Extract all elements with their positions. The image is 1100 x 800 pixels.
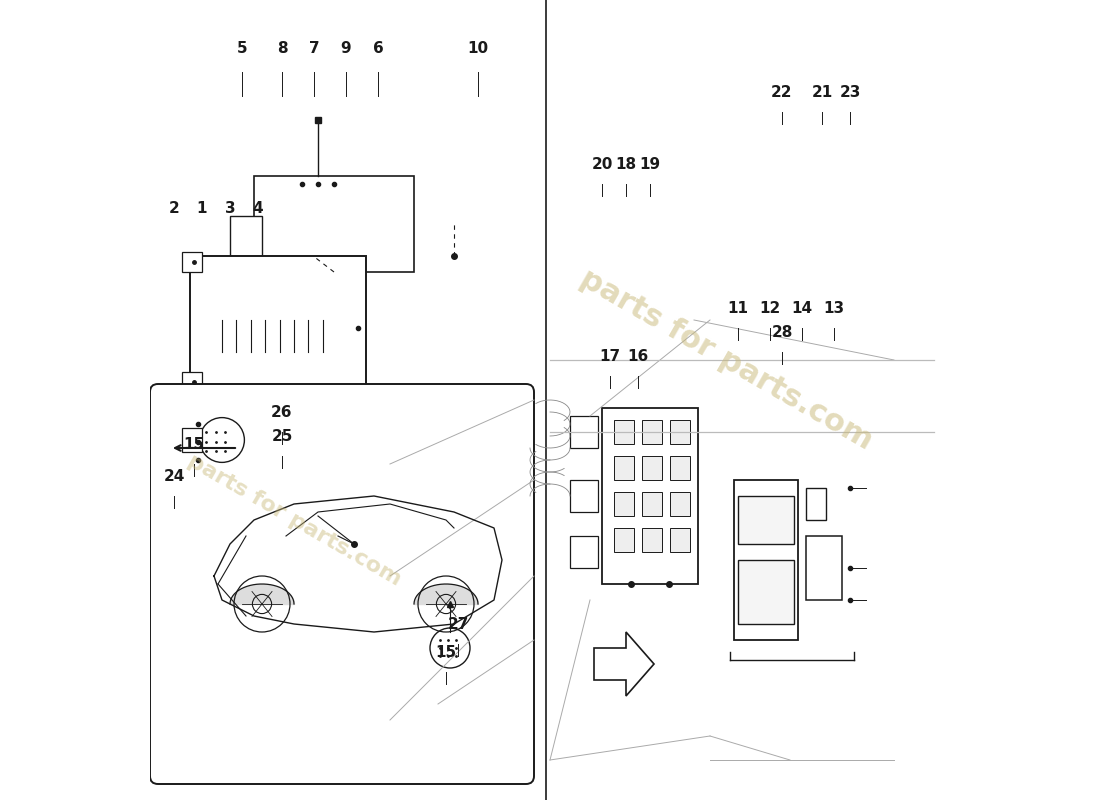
Text: 28: 28 — [771, 325, 793, 340]
Bar — [182, 428, 202, 452]
Polygon shape — [170, 416, 230, 480]
Text: 25: 25 — [272, 429, 293, 444]
Text: 23: 23 — [839, 85, 860, 100]
Text: 13: 13 — [824, 301, 845, 316]
Text: 24: 24 — [163, 469, 185, 484]
Text: 26: 26 — [272, 405, 293, 420]
Polygon shape — [594, 632, 654, 696]
Bar — [614, 528, 634, 552]
Bar — [806, 488, 826, 520]
Bar — [738, 560, 794, 624]
Text: 14: 14 — [791, 301, 813, 316]
Bar — [614, 456, 634, 480]
Text: 10: 10 — [468, 41, 488, 56]
Bar — [642, 528, 662, 552]
Text: parts for parts.com: parts for parts.com — [184, 450, 405, 590]
Text: 27: 27 — [448, 617, 469, 632]
Text: 20: 20 — [592, 157, 613, 172]
Text: 21: 21 — [812, 85, 833, 100]
Bar — [806, 536, 842, 600]
Bar — [182, 372, 202, 392]
FancyBboxPatch shape — [150, 384, 534, 784]
Text: 4: 4 — [253, 201, 263, 216]
Text: 6: 6 — [373, 41, 384, 56]
Text: 3: 3 — [224, 201, 235, 216]
Text: 17: 17 — [600, 349, 620, 364]
Text: 8: 8 — [277, 41, 287, 56]
Text: 18: 18 — [615, 157, 637, 172]
Bar — [614, 420, 634, 444]
Bar — [602, 408, 698, 584]
Bar — [570, 480, 598, 512]
Bar — [614, 492, 634, 516]
Text: 15: 15 — [436, 645, 456, 660]
Bar — [738, 496, 794, 544]
Bar — [570, 416, 598, 448]
Bar — [642, 456, 662, 480]
Text: 15: 15 — [184, 437, 205, 452]
Text: 16: 16 — [627, 349, 649, 364]
Text: 1: 1 — [197, 201, 207, 216]
Text: 19: 19 — [639, 157, 661, 172]
Bar — [182, 252, 202, 272]
Bar — [642, 420, 662, 444]
Bar — [670, 456, 690, 480]
Text: 2: 2 — [168, 201, 179, 216]
Text: parts for parts.com: parts for parts.com — [574, 264, 878, 456]
Text: 7: 7 — [309, 41, 319, 56]
Bar — [254, 176, 414, 272]
Text: 12: 12 — [759, 301, 781, 316]
Text: 11: 11 — [727, 301, 748, 316]
Text: 22: 22 — [771, 85, 793, 100]
Bar — [734, 480, 798, 640]
Bar — [230, 216, 262, 256]
Bar — [670, 492, 690, 516]
Bar — [570, 536, 598, 568]
Bar — [190, 256, 366, 400]
Text: 9: 9 — [341, 41, 351, 56]
Bar — [670, 528, 690, 552]
Text: 5: 5 — [236, 41, 248, 56]
Bar — [670, 420, 690, 444]
Bar — [642, 492, 662, 516]
